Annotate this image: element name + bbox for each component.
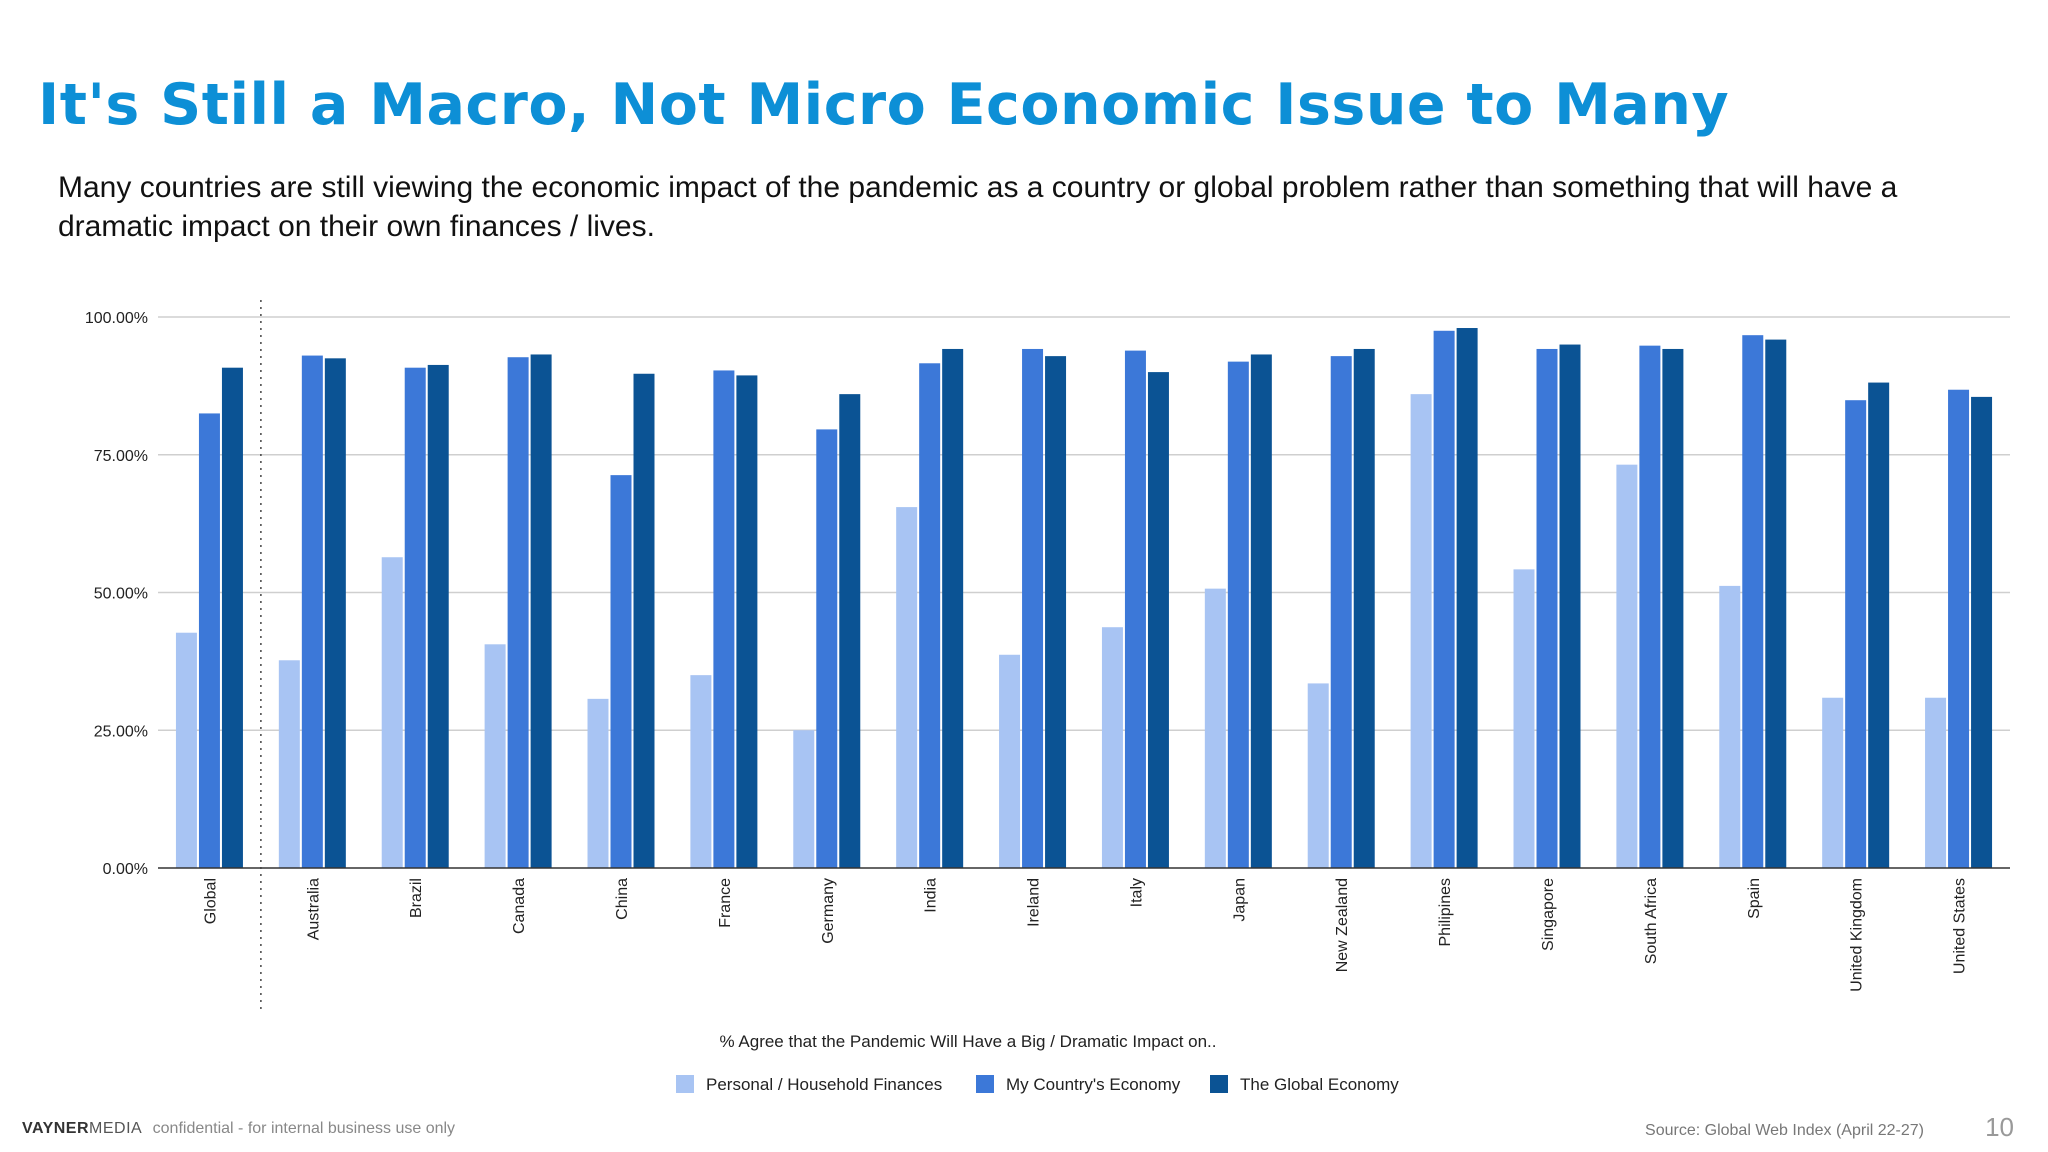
- source-note: Source: Global Web Index (April 22-27): [1645, 1122, 1924, 1139]
- bar: [404, 367, 426, 868]
- bar: [919, 363, 941, 868]
- x-tick-label: Philipines: [1437, 878, 1454, 946]
- bar: [175, 632, 197, 868]
- legend-swatch: [976, 1075, 994, 1093]
- bar: [278, 660, 300, 868]
- axes: [158, 300, 2010, 1012]
- x-tick-label: United Kingdom: [1849, 878, 1866, 992]
- grid-lines: [158, 316, 2010, 731]
- bar: [484, 644, 506, 868]
- x-tick-label: Japan: [1231, 878, 1248, 922]
- bar: [1045, 356, 1067, 868]
- legend-swatch: [676, 1075, 694, 1093]
- bar: [381, 557, 403, 868]
- bar: [324, 358, 346, 868]
- confidential-note: confidential - for internal business use…: [152, 1120, 456, 1137]
- bar: [1307, 683, 1329, 868]
- x-tick-label: Italy: [1128, 878, 1145, 907]
- x-tick-label: Spain: [1746, 878, 1763, 919]
- y-tick-label: 0.00%: [103, 861, 148, 878]
- bar: [1204, 588, 1226, 868]
- bar: [301, 355, 323, 868]
- x-tick-label: United States: [1952, 878, 1969, 974]
- bar: [198, 413, 220, 868]
- x-tick-label: Singapore: [1540, 878, 1557, 951]
- bar: [1765, 339, 1787, 868]
- bar: [1845, 400, 1867, 868]
- slide-subtitle: Many countries are still viewing the eco…: [58, 171, 1898, 243]
- bar: [690, 675, 712, 868]
- x-tick-label: France: [717, 878, 734, 928]
- bar: [1662, 348, 1684, 868]
- legend-swatch: [1210, 1075, 1228, 1093]
- bars: [175, 328, 1993, 869]
- bar: [1410, 394, 1432, 868]
- bar: [1513, 569, 1535, 868]
- bar: [221, 367, 243, 868]
- bar: [633, 373, 655, 868]
- brand-logo-light: MEDIA: [89, 1120, 143, 1137]
- bar: [999, 654, 1021, 868]
- bar: [610, 475, 632, 868]
- slide-title: It's Still a Macro, Not Micro Economic I…: [38, 72, 1730, 138]
- bar: [713, 370, 735, 868]
- y-tick-label: 75.00%: [94, 448, 148, 465]
- bar: [1822, 697, 1844, 868]
- x-tick-label: China: [614, 878, 631, 920]
- bar: [1948, 389, 1970, 868]
- legend: Personal / Household Finances My Country'…: [676, 1075, 1399, 1094]
- x-tick-label: Australia: [305, 878, 322, 940]
- bar: [736, 375, 758, 868]
- y-tick-label: 50.00%: [94, 586, 148, 603]
- x-tick-label: Germany: [820, 878, 837, 944]
- bar: [1719, 585, 1741, 868]
- x-tick-label: India: [923, 878, 940, 913]
- bar: [942, 348, 964, 868]
- legend-label: Personal / Household Finances: [706, 1075, 942, 1094]
- bar: [1742, 335, 1764, 869]
- bar: [1330, 356, 1352, 868]
- x-tick-label: Ireland: [1026, 878, 1043, 927]
- bar: [1147, 372, 1169, 868]
- brand-logo-bold: VAYNER: [22, 1120, 90, 1137]
- bar: [1433, 330, 1455, 868]
- bar: [1925, 697, 1947, 868]
- page-number: 10: [1985, 1112, 2014, 1142]
- bar: [1456, 328, 1478, 868]
- bar: [1868, 382, 1890, 868]
- bar: [793, 730, 815, 868]
- bar: [530, 354, 552, 868]
- bar: [1227, 361, 1249, 868]
- x-tick-label: Canada: [511, 878, 528, 934]
- bar: [1022, 348, 1044, 868]
- bar: [1124, 350, 1146, 869]
- x-tick-label: New Zealand: [1334, 878, 1351, 972]
- tick-labels: 0.00% 25.00% 50.00% 75.00% 100.00% Global Aust…: [85, 310, 1969, 992]
- y-tick-label: 25.00%: [94, 723, 148, 740]
- legend-label: My Country's Economy: [1006, 1075, 1181, 1094]
- x-axis-label: % Agree that the Pandemic Will Have a Bi…: [720, 1032, 1217, 1051]
- bar: [1639, 345, 1661, 869]
- legend-label: The Global Economy: [1240, 1075, 1399, 1094]
- bar: [1101, 627, 1123, 868]
- bar: [839, 394, 861, 868]
- bar: [427, 364, 449, 868]
- y-tick-label: 100.00%: [85, 310, 148, 327]
- bar: [896, 507, 918, 868]
- bar: [507, 357, 529, 868]
- bar: [816, 429, 838, 868]
- x-tick-label: Brazil: [408, 878, 425, 918]
- footer-brand: VAYNERMEDIA confidential - for internal …: [22, 1120, 455, 1138]
- bar: [1536, 348, 1558, 868]
- bar: [1353, 348, 1375, 868]
- x-tick-label: Global: [202, 878, 219, 924]
- x-tick-label: South Africa: [1643, 878, 1660, 964]
- bar: [1616, 464, 1638, 868]
- bar: [1971, 396, 1993, 868]
- bar: [587, 698, 609, 868]
- bar: [1559, 344, 1581, 868]
- bar: [1250, 354, 1272, 868]
